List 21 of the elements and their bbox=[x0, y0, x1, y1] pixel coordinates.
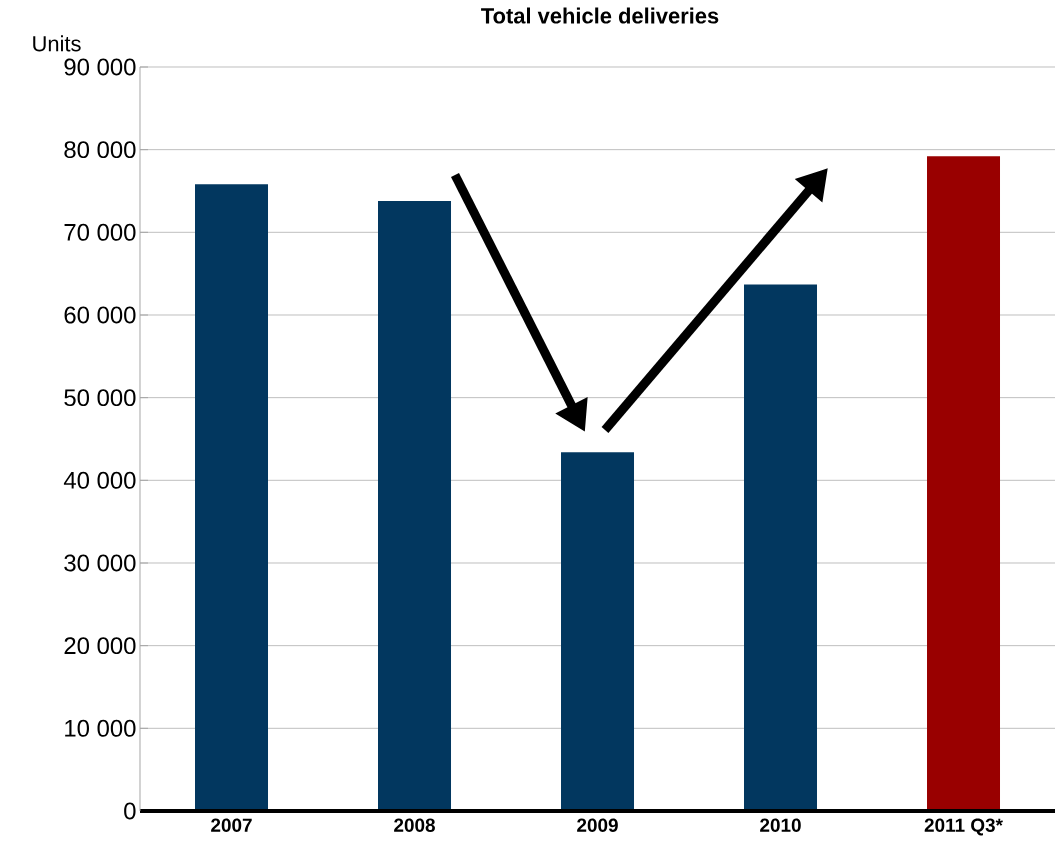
chart-title: Total vehicle deliveries bbox=[481, 7, 719, 24]
y-tick-label: 0 bbox=[124, 802, 136, 820]
bar bbox=[195, 184, 269, 811]
x-tick-label: 2011 Q3* bbox=[924, 818, 1003, 836]
y-tick-label: 80 000 bbox=[64, 141, 136, 159]
bar bbox=[561, 452, 635, 811]
bar bbox=[927, 156, 1001, 811]
y-tick-label: 20 000 bbox=[64, 637, 136, 655]
y-tick-label: 50 000 bbox=[64, 389, 136, 407]
y-tick-label: 30 000 bbox=[64, 554, 136, 572]
y-tick-label: 70 000 bbox=[64, 223, 136, 241]
y-tick-label: 60 000 bbox=[64, 306, 136, 324]
x-tick-label: 2007 bbox=[211, 818, 252, 832]
y-tick-label: 90 000 bbox=[64, 58, 136, 76]
y-tick-label: 10 000 bbox=[65, 719, 136, 737]
x-tick-label: 2008 bbox=[394, 818, 435, 832]
bar bbox=[378, 200, 452, 811]
y-tick-label: 40 000 bbox=[63, 471, 136, 489]
y-axis-title: Units bbox=[33, 35, 81, 52]
x-tick-label: 2010 bbox=[760, 818, 801, 832]
x-tick-label: 2009 bbox=[577, 818, 618, 832]
